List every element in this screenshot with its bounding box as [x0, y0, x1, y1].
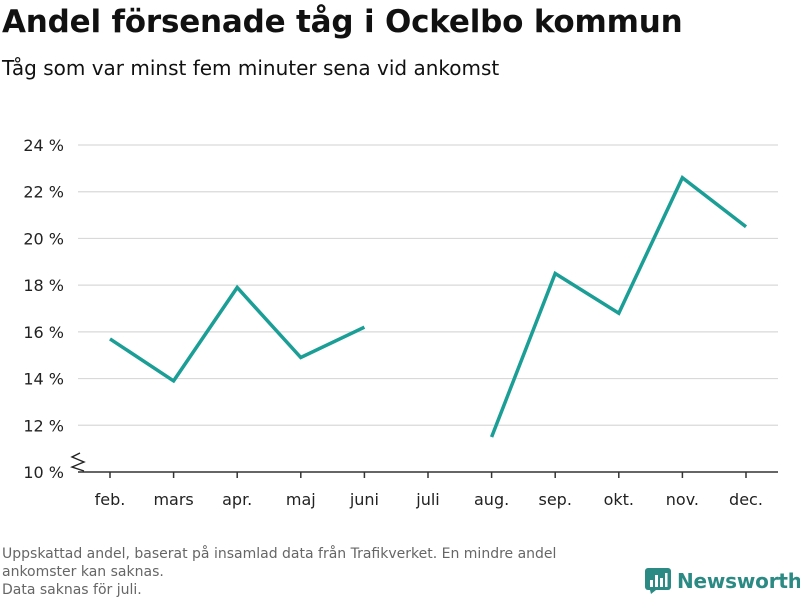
x-axis: feb. mars apr. maj juni juli aug. sep. okt. nov. d…	[70, 452, 778, 509]
y-tick-label: 18 %	[23, 276, 64, 295]
x-tick-label: dec.	[729, 490, 763, 509]
y-tick-label: 10 %	[23, 463, 64, 482]
series-lines	[109, 174, 748, 438]
y-tick-label: 16 %	[23, 323, 64, 342]
x-tick-label: mars	[153, 490, 193, 509]
x-tick-label: juli	[415, 490, 439, 509]
footnote: Uppskattad andel, baserat på insamlad da…	[2, 545, 632, 599]
y-tick-label: 24 %	[23, 136, 64, 155]
grid-lines	[78, 144, 778, 426]
chart-subtitle: Tåg som var minst fem minuter sena vid a…	[2, 56, 500, 80]
x-tick-label: nov.	[666, 490, 699, 509]
x-tick-label: okt.	[604, 490, 634, 509]
x-tick-label: maj	[286, 490, 316, 509]
y-tick-label: 14 %	[23, 370, 64, 389]
x-tick-label: feb.	[95, 490, 126, 509]
footnote-line-1: Uppskattad andel, baserat på insamlad da…	[2, 546, 557, 562]
newsworthy-logo: Newsworthy	[645, 568, 800, 594]
bar-chart-logo-icon	[645, 568, 671, 594]
series-line	[489, 174, 748, 438]
x-tick-label: apr.	[222, 490, 252, 509]
y-tick-label: 20 %	[23, 229, 64, 248]
y-tick-label: 12 %	[23, 416, 64, 435]
chart-title: Andel försenade tåg i Ockelbo kommun	[2, 4, 683, 40]
y-axis-ticks: 10 % 12 % 14 % 16 % 18 % 20 % 22 % 24 %	[23, 136, 64, 482]
axis-break-icon	[70, 452, 86, 472]
footnote-line-2: ankomster kan saknas.	[2, 564, 164, 580]
series-line	[109, 284, 366, 384]
x-tick-label: juni	[349, 490, 379, 509]
brand-name: Newsworthy	[677, 569, 800, 593]
x-tick-label: sep.	[538, 490, 571, 509]
y-tick-label: 22 %	[23, 183, 64, 202]
footnote-line-3: Data saknas för juli.	[2, 582, 142, 598]
x-tick-label: aug.	[474, 490, 509, 509]
